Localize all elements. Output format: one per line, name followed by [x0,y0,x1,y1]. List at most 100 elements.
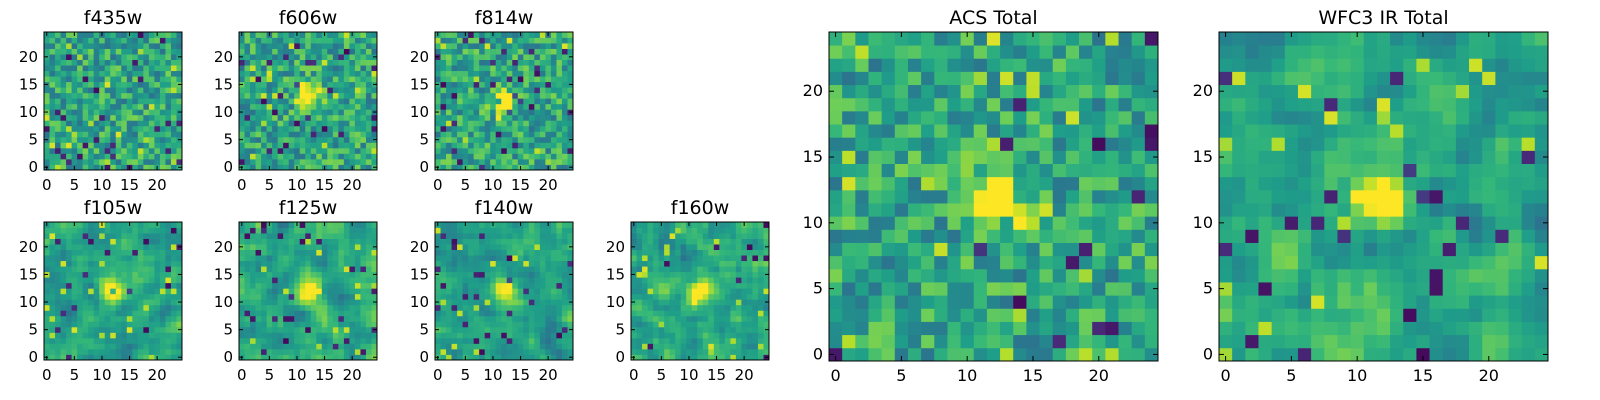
heatmap-cell [468,54,475,60]
heatmap-cell [567,310,574,317]
heatmap-cell [567,142,574,149]
heatmap-cell [1013,308,1027,322]
heatmap-cell [539,81,546,88]
heatmap-cell [115,238,122,245]
heatmap-cell [523,37,530,44]
heatmap-cell [735,288,742,295]
heatmap-cell [457,70,463,77]
heatmap-cell [741,233,748,239]
heatmap-cell [250,255,256,262]
heatmap-cell [501,109,508,116]
heatmap-cell [539,255,546,262]
heatmap-cells [435,222,574,361]
heatmap-cell [1144,176,1159,191]
heatmap-cell [137,136,144,143]
heatmap-cell [495,304,502,311]
heatmap-cell [305,125,312,132]
heatmap-cell [255,227,262,234]
heatmap-cell [855,334,869,349]
heatmap-cell [261,142,267,149]
heatmap-cell [88,249,95,256]
heatmap-cell [440,227,447,234]
heatmap-cell [266,87,273,94]
heatmap-cell [143,142,150,149]
heatmap-cell [44,158,50,165]
heatmap-cell [310,59,317,66]
heatmap-cell [283,70,290,77]
heatmap-cell [250,142,256,149]
heatmap-cell [468,70,475,77]
heatmap-cell [305,227,312,234]
heatmap-cell [305,37,312,44]
heatmap-cell [680,293,687,300]
heatmap-cell [636,233,643,239]
heatmap-cell [305,288,312,295]
heatmap-cell [49,37,56,44]
heatmap-cell [310,125,317,132]
heatmap-cell [327,238,334,245]
heatmap-cell [550,76,557,83]
heatmap-cell [71,348,78,355]
y-tick-label: 0 [223,348,233,366]
heatmap-cell [365,227,372,234]
heatmap-cell [77,332,84,339]
heatmap-cell [752,315,759,322]
heatmap-cell [451,103,458,110]
heatmap-cell [647,238,654,245]
heatmap-cell [88,260,95,267]
heatmap-cell [735,277,742,284]
heatmap-cell [49,142,56,149]
heatmap-cell [686,332,693,339]
heatmap-cell [1000,268,1014,283]
heatmap-cell [1052,216,1067,230]
heatmap-cell [44,238,50,245]
heatmap-cell [702,233,709,239]
heatmap-cell [99,153,106,160]
heatmap-cell [528,136,535,143]
heatmap-cell [468,348,475,355]
heatmap-cell [354,65,361,72]
heatmap-cell [1118,229,1133,243]
heatmap-cell [371,125,378,132]
heatmap-cell [327,260,334,267]
heatmap-cell [457,142,463,149]
heatmap-cell [451,227,458,234]
y-tick-label: 10 [606,293,625,311]
heatmap-cell [343,321,350,328]
heatmap-cell [266,348,273,355]
heatmap-cell [479,337,486,344]
heatmap-cell [506,277,513,284]
heatmap-cell [82,343,89,350]
heatmap-cell [468,81,475,88]
heatmap-cell [44,92,50,99]
heatmap-cell [842,268,856,283]
heatmap-cell [545,48,552,55]
heatmap-cell [691,244,698,250]
heatmap-cell [60,238,67,245]
heatmap-cell [556,158,563,165]
heatmap-cell [757,233,764,239]
heatmap-cell [1052,347,1067,362]
heatmap-cell [567,304,574,311]
heatmap-cell [132,348,139,355]
heatmap-cell [137,109,144,116]
heatmap-cell [316,244,323,250]
heatmap-cell [451,255,458,262]
heatmap-cell [132,227,139,234]
heatmap-cell [137,131,144,138]
heatmap-cell [550,332,557,339]
heatmap-cell [126,227,133,234]
heatmap-cell [457,337,463,344]
axes-frame [434,221,574,361]
heatmap-cell [664,282,671,289]
heatmap-cell [490,37,497,44]
heatmap-cell [512,222,519,228]
heatmap-cell [327,321,334,328]
heatmap-cell [49,354,56,361]
heatmap-cell [176,321,183,328]
heatmap-cell [702,310,709,317]
heatmap-cell [277,54,284,60]
heatmap-cell [545,343,552,350]
heatmap-cell [250,120,256,127]
heatmap-cell [506,98,513,105]
